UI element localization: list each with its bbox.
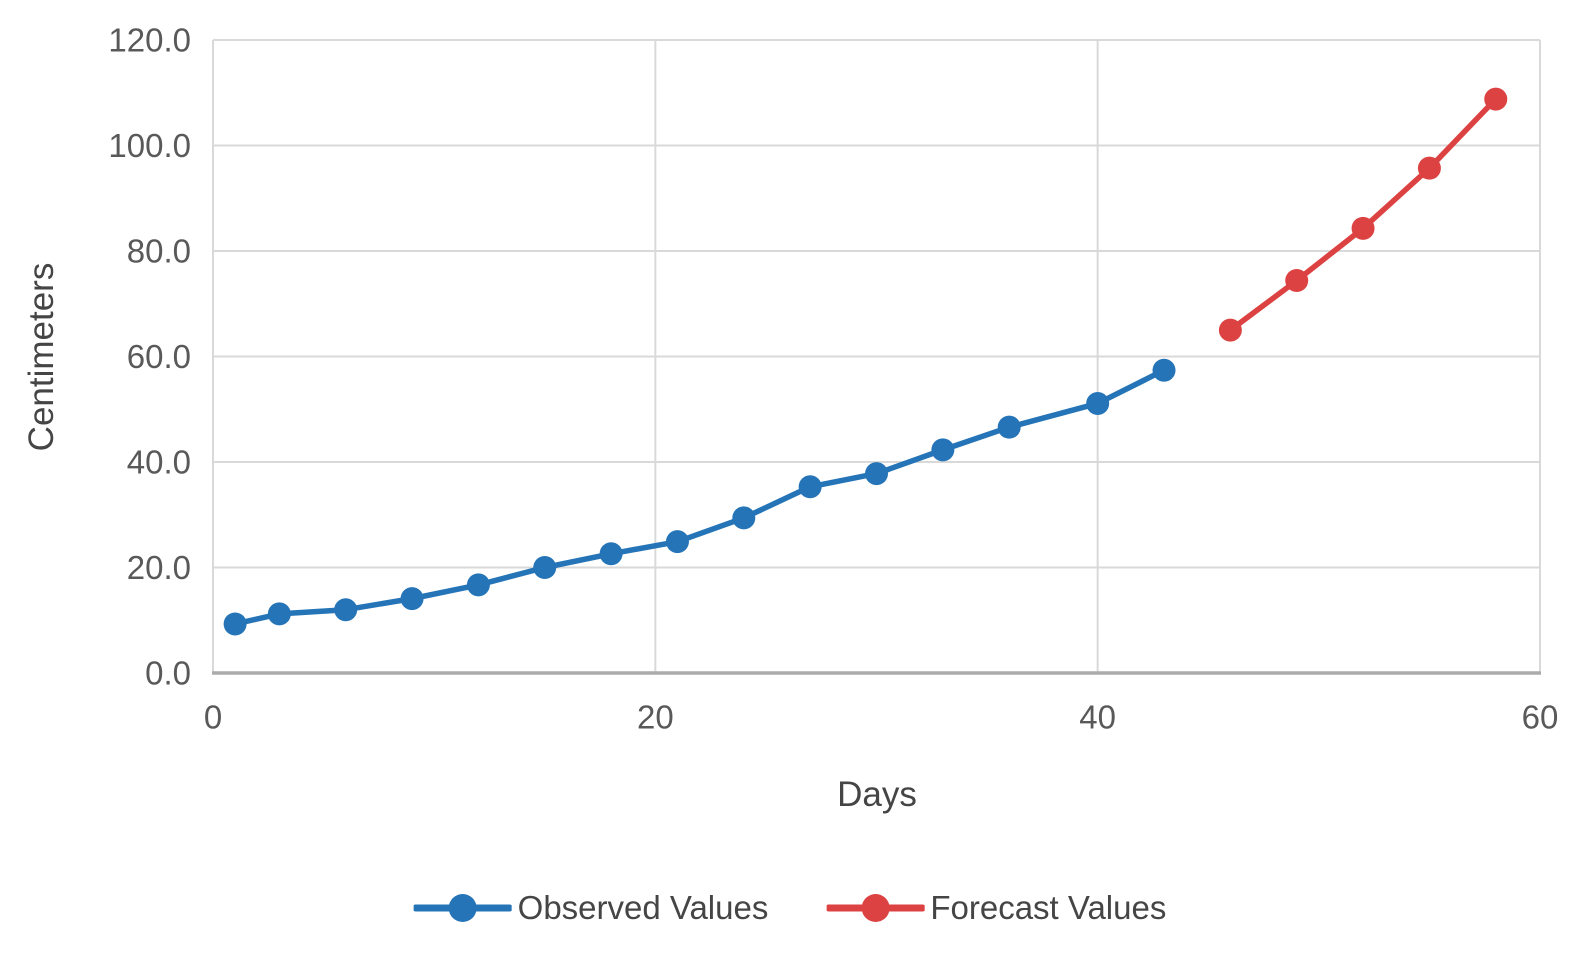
y-tick-label: 40.0 bbox=[127, 444, 191, 481]
y-tick-label: 20.0 bbox=[127, 549, 191, 586]
data-point bbox=[267, 602, 291, 626]
y-axis-title: Centimeters bbox=[22, 262, 61, 452]
data-point bbox=[665, 530, 689, 554]
legend-label-observed: Observed Values bbox=[517, 889, 769, 926]
y-tick-label: 120.0 bbox=[108, 22, 191, 59]
y-tick-label: 80.0 bbox=[127, 233, 191, 270]
data-point bbox=[533, 556, 557, 579]
data-point bbox=[1152, 358, 1176, 382]
data-point bbox=[223, 612, 247, 636]
chart-legend: Observed Values Forecast Values bbox=[413, 889, 1166, 927]
x-axis-title: Days bbox=[837, 775, 917, 814]
forecast-series-swatch-icon bbox=[826, 894, 925, 922]
data-point bbox=[1218, 318, 1242, 342]
data-point bbox=[1417, 156, 1441, 180]
data-point bbox=[1484, 87, 1508, 111]
data-point bbox=[1351, 216, 1375, 240]
legend-item-observed: Observed Values bbox=[413, 889, 769, 927]
data-point bbox=[1285, 269, 1309, 293]
data-point bbox=[732, 506, 756, 530]
y-tick-label: 100.0 bbox=[108, 127, 191, 164]
data-point bbox=[400, 587, 424, 611]
series-line-0 bbox=[232, 367, 1167, 627]
x-tick-label: 60 bbox=[1522, 699, 1559, 736]
data-point bbox=[334, 598, 358, 622]
y-tick-label: 0.0 bbox=[145, 655, 191, 692]
x-tick-label: 0 bbox=[204, 699, 222, 736]
data-point bbox=[466, 573, 490, 597]
y-tick-label: 60.0 bbox=[127, 338, 191, 375]
legend-label-forecast: Forecast Values bbox=[930, 889, 1167, 926]
x-tick-label: 20 bbox=[637, 699, 674, 736]
data-point bbox=[931, 438, 955, 462]
series-line-1 bbox=[1227, 96, 1499, 333]
data-point bbox=[599, 542, 623, 566]
data-point bbox=[1086, 391, 1110, 415]
data-point bbox=[798, 475, 822, 499]
x-tick-label: 40 bbox=[1079, 699, 1116, 736]
legend-item-forecast: Forecast Values bbox=[826, 889, 1166, 927]
data-point bbox=[865, 462, 888, 486]
observed-series-swatch-icon bbox=[413, 894, 512, 922]
data-point bbox=[997, 415, 1021, 439]
